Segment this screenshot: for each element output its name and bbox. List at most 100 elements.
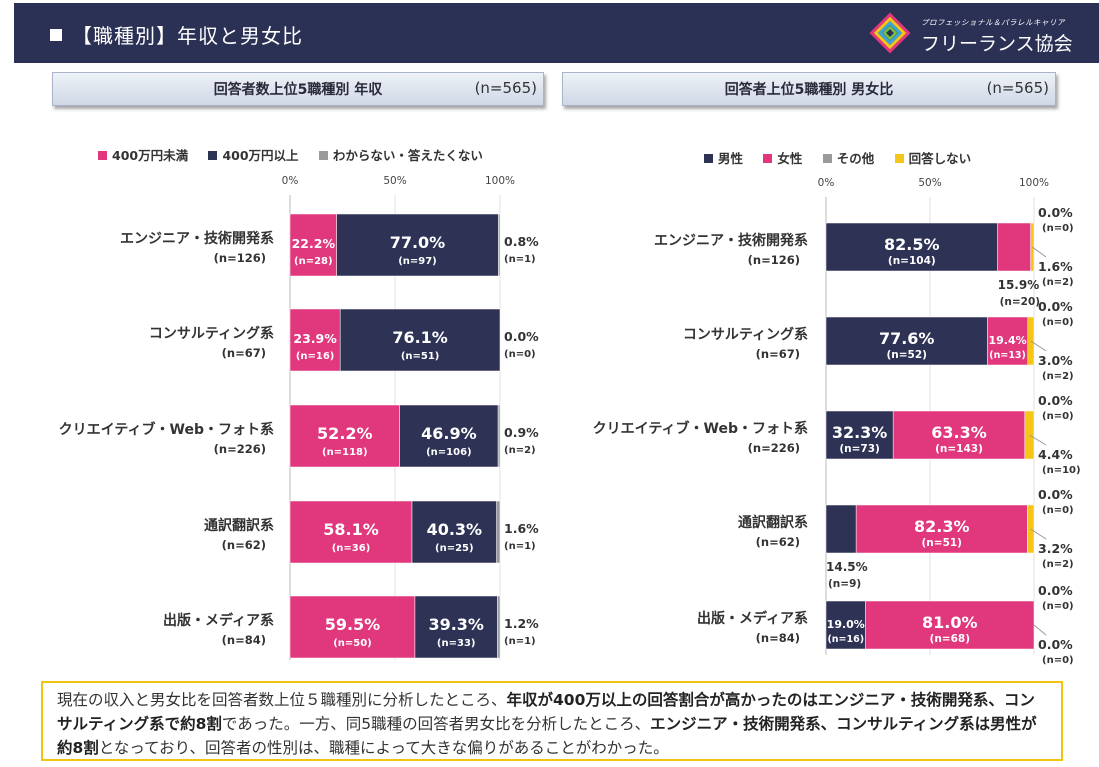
data-label: 0.0% <box>1038 205 1073 220</box>
category-label: コンサルティング系 <box>149 325 274 342</box>
category-label: クリエイティブ・Web・フォト系 <box>59 421 274 438</box>
bar-segment <box>498 214 500 276</box>
data-count: (n=13) <box>989 350 1026 361</box>
data-count: (n=10) <box>1042 465 1081 476</box>
bar-segment <box>826 505 856 553</box>
data-count: (n=118) <box>322 447 368 458</box>
data-count: (n=9) <box>828 578 861 590</box>
category-label: クリエイティブ・Web・フォト系 <box>593 420 808 437</box>
data-label: 0.0% <box>1038 487 1073 502</box>
data-count: (n=97) <box>398 256 437 267</box>
category-label: エンジニア・技術開発系 <box>654 232 808 249</box>
category-label: 出版・メディア系 <box>163 612 274 629</box>
data-label: 39.3% <box>428 615 484 634</box>
tick-label: 50% <box>918 177 941 189</box>
data-label: 82.3% <box>914 517 970 536</box>
data-label: 58.1% <box>323 520 379 539</box>
data-label: 22.2% <box>292 236 336 251</box>
bar-segment <box>1031 223 1034 271</box>
data-label: 19.4% <box>988 334 1026 347</box>
data-count: (n=0) <box>1042 317 1074 328</box>
category-label: エンジニア・技術開発系 <box>120 230 274 247</box>
data-label: 0.9% <box>504 425 539 440</box>
data-label: 0.0% <box>1038 299 1073 314</box>
data-label: 3.0% <box>1038 353 1073 368</box>
data-count: (n=0) <box>1042 505 1074 516</box>
data-label: 4.4% <box>1038 447 1073 462</box>
category-label: 通訳翻訳系 <box>738 514 808 531</box>
category-count: (n=226) <box>214 442 266 456</box>
data-label: 0.0% <box>504 329 539 344</box>
data-count: (n=51) <box>922 537 962 549</box>
data-count: (n=104) <box>888 255 936 267</box>
category-label: 出版・メディア系 <box>697 610 808 627</box>
data-label: 40.3% <box>427 520 483 539</box>
data-count: (n=2) <box>1042 277 1074 288</box>
data-count: (n=2) <box>504 445 536 456</box>
data-label: 1.6% <box>504 521 539 536</box>
data-count: (n=36) <box>332 543 371 554</box>
bar-segment <box>497 501 500 563</box>
data-label: 15.9% <box>998 278 1040 292</box>
data-count: (n=52) <box>886 349 926 361</box>
category-count: (n=62) <box>756 535 800 549</box>
data-count: (n=33) <box>437 638 476 649</box>
tick-label: 0% <box>282 175 299 187</box>
category-count: (n=126) <box>748 253 800 267</box>
tick-label: 50% <box>383 175 406 187</box>
data-label: 3.2% <box>1038 541 1073 556</box>
data-count: (n=68) <box>930 633 970 645</box>
data-label: 52.2% <box>317 424 373 443</box>
data-label: 19.0% <box>827 618 865 631</box>
data-count: (n=0) <box>1042 223 1074 234</box>
data-label: 14.5% <box>826 560 868 574</box>
data-count: (n=0) <box>1042 411 1074 422</box>
data-label: 0.0% <box>1038 583 1073 598</box>
data-label: 32.3% <box>832 423 888 442</box>
data-count: (n=0) <box>1042 601 1074 612</box>
category-count: (n=84) <box>756 631 800 645</box>
note-segment: であった。一方、同5職種の回答者男女比を分析したところ、 <box>222 715 650 733</box>
bar-segment <box>998 223 1031 271</box>
note-segment: 現在の収入と男女比を回答者数上位５職種別に分析したところ、 <box>57 691 507 709</box>
data-label: 63.3% <box>931 423 987 442</box>
category-count: (n=67) <box>756 347 800 361</box>
data-label: 0.0% <box>1038 637 1073 652</box>
category-count: (n=62) <box>222 538 266 552</box>
data-label: 59.5% <box>325 615 381 634</box>
data-count: (n=50) <box>333 638 372 649</box>
data-count: (n=0) <box>1042 655 1074 666</box>
data-label: 23.9% <box>293 331 337 346</box>
bar-segment <box>497 596 500 658</box>
charts-canvas: 0% 50% 100%エンジニア・技術開発系(n=126)22.2%(n=28)77… <box>0 0 1099 680</box>
data-count: (n=1) <box>504 636 536 647</box>
tick-label: 0% <box>818 177 835 189</box>
category-count: (n=67) <box>222 346 266 360</box>
data-count: (n=1) <box>504 254 536 265</box>
data-label: 77.0% <box>390 233 446 252</box>
data-label: 81.0% <box>922 613 978 632</box>
tick-label: 100% <box>485 175 515 187</box>
leader-line <box>1034 625 1046 635</box>
category-count: (n=84) <box>222 633 266 647</box>
data-count: (n=0) <box>504 349 536 360</box>
data-label: 0.8% <box>504 234 539 249</box>
data-count: (n=51) <box>401 351 440 362</box>
data-label: 1.6% <box>1038 259 1073 274</box>
data-count: (n=1) <box>504 541 536 552</box>
data-label: 82.5% <box>884 235 940 254</box>
data-count: (n=143) <box>935 443 983 455</box>
data-count: (n=16) <box>296 351 335 362</box>
data-count: (n=25) <box>435 543 474 554</box>
data-count: (n=106) <box>426 447 472 458</box>
data-label: 1.2% <box>504 616 539 631</box>
note-segment: となっており、回答者の性別は、職種によって大きな偏りがあることがわかった。 <box>99 739 669 757</box>
bar-segment <box>498 405 500 467</box>
category-count: (n=126) <box>214 251 266 265</box>
data-count: (n=20) <box>1000 296 1040 308</box>
data-label: 0.0% <box>1038 393 1073 408</box>
summary-note: 現在の収入と男女比を回答者数上位５職種別に分析したところ、年収が400万以上の回… <box>41 681 1063 761</box>
data-label: 76.1% <box>392 328 448 347</box>
category-label: 通訳翻訳系 <box>204 517 274 534</box>
data-label: 77.6% <box>879 329 935 348</box>
